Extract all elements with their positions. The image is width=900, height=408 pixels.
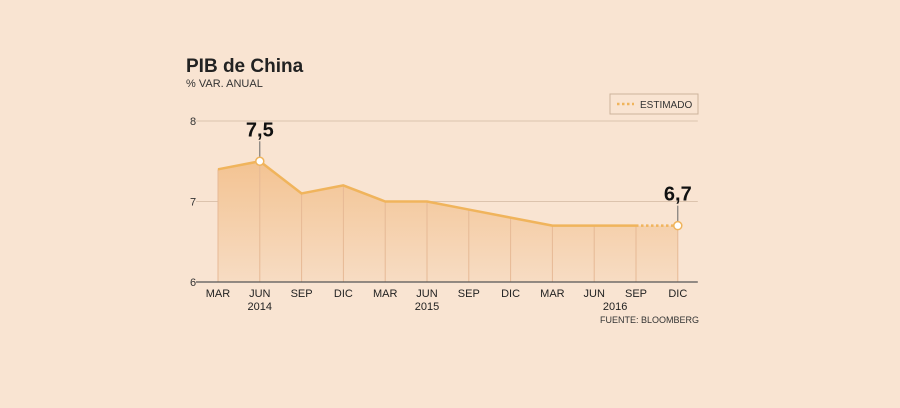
year-label: 2015: [415, 301, 439, 313]
x-tick-label: SEP: [291, 288, 313, 300]
legend-box: [609, 93, 699, 115]
x-tick-label: DIC: [501, 288, 520, 300]
chart-title: PIB de China: [186, 56, 304, 77]
y-axis: 6 7 8: [190, 116, 196, 289]
x-tick-label: JUN: [584, 288, 605, 300]
legend: ESTIMADO: [609, 93, 699, 115]
x-tick-label: MAR: [206, 288, 231, 300]
vertical-guides: [217, 161, 679, 282]
annotation-marker: [673, 220, 683, 231]
x-tick-label: JUN: [416, 288, 437, 300]
x-tick-label: SEP: [458, 288, 480, 300]
x-tick-label: DIC: [668, 288, 687, 300]
x-tick-labels: MAR JUN SEP DIC MAR JUN SEP DIC MAR JUN SEP DIC: [206, 288, 688, 300]
annotations: 7,5 6,7: [246, 119, 692, 231]
year-label: 2014: [248, 301, 272, 313]
annotation-label: 7,5: [246, 119, 274, 141]
area: [218, 161, 678, 282]
x-tick-label: JUN: [249, 288, 270, 300]
annotation-marker: [255, 156, 265, 166]
year-labels: 2014 2015 2016: [248, 301, 628, 313]
y-tick-label: 7: [190, 197, 196, 209]
annotation-label: 6,7: [664, 184, 692, 206]
x-tick-label: DIC: [334, 288, 353, 300]
year-label: 2016: [603, 301, 627, 313]
legend-estimated-label: ESTIMADO: [640, 100, 692, 111]
y-tick-label: 8: [190, 116, 196, 128]
series-line-actual: [217, 160, 636, 227]
area-fill: [218, 161, 678, 282]
chart-subtitle: % VAR. ANUAL: [186, 78, 263, 90]
x-tick-label: MAR: [373, 288, 398, 300]
x-tick-label: MAR: [540, 288, 565, 300]
y-tick-label: 6: [190, 277, 196, 289]
x-tick-label: SEP: [625, 288, 647, 300]
series-line: [217, 160, 678, 227]
source-note: FUENTE: BLOOMBERG: [600, 315, 699, 325]
